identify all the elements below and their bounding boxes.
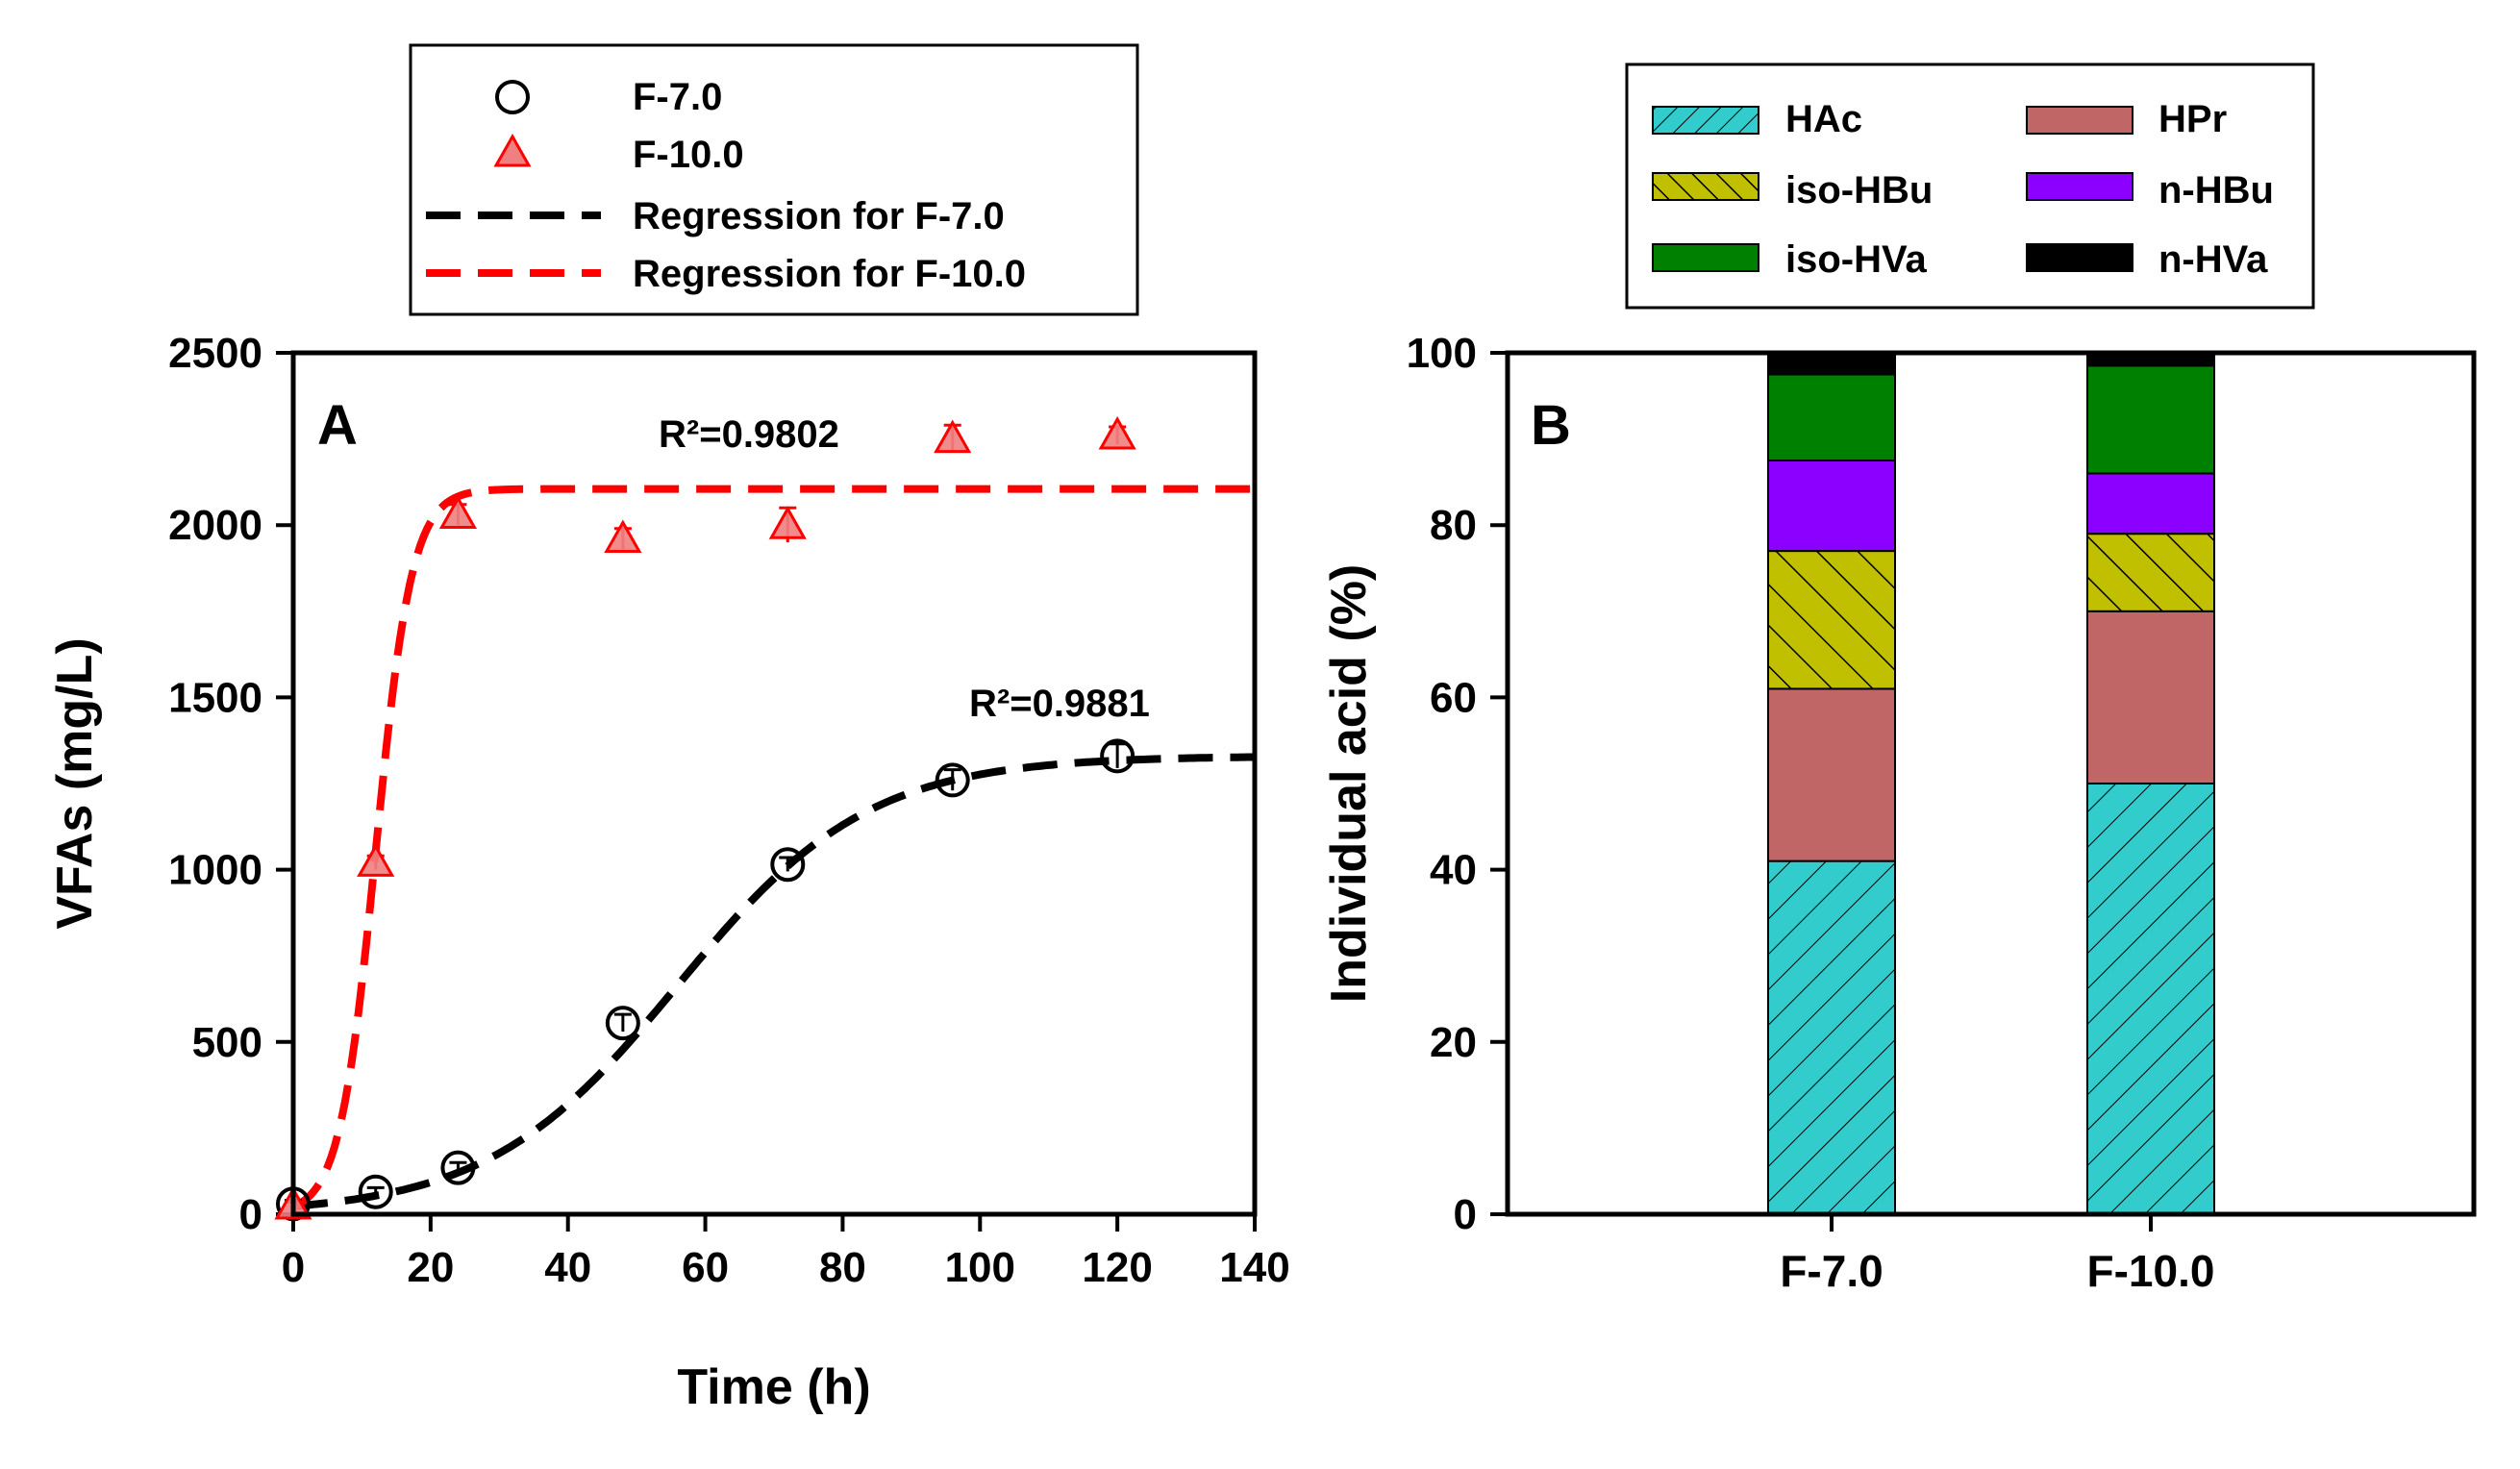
legend-triangle-marker-icon xyxy=(493,133,532,167)
panel-a-y-axis-label: VFAs (mg/L) xyxy=(47,637,103,929)
y-tick-label: 2500 xyxy=(168,330,262,377)
legend-swatch-hpr xyxy=(2026,106,2133,135)
bar-segment-hpr xyxy=(1767,687,1896,862)
regression-f7-r2: R²=0.9881 xyxy=(969,683,1150,725)
y-tick-label: 1000 xyxy=(168,847,262,894)
bar-segment-iso-hbu xyxy=(2086,533,2215,612)
panel-b: 0 20 40 60 80 100 F-7.0 F-10.0 B Individual aci… xyxy=(1321,62,2477,1296)
x-tick-label: 140 xyxy=(1219,1244,1289,1291)
y-tick-label: 2000 xyxy=(168,502,262,549)
legend-circle-marker-icon xyxy=(495,80,530,114)
y-tick-label: 20 xyxy=(1430,1019,1477,1066)
x-category-label: F-7.0 xyxy=(1780,1246,1883,1296)
panel-a: 0 20 40 60 80 100 120 140 0 500 1000 1500 2000 2500 A… xyxy=(47,43,1290,1415)
y-tick-label: 40 xyxy=(1430,847,1477,894)
panel-a-label: A xyxy=(317,394,358,457)
bar-segment-hpr xyxy=(2086,610,2215,784)
legend-label-f7: F-7.0 xyxy=(633,76,722,118)
x-tick-label: 60 xyxy=(682,1244,729,1291)
y-tick-label: 500 xyxy=(192,1019,262,1066)
panel-b-plot-frame xyxy=(1505,350,2477,1217)
legend-label-iso-hbu: iso-HBu xyxy=(1785,169,1933,212)
legend-swatch-iso-hva xyxy=(1652,243,1759,272)
regression-line-f10 xyxy=(291,485,1255,1210)
data-point-f7 xyxy=(1100,738,1135,774)
panel-b-legend: HAc HPr iso-HBu n-HBu iso-HVa n-HVa xyxy=(1625,62,2315,310)
panel-b-label: B xyxy=(1531,394,1571,457)
y-tick-label: 80 xyxy=(1430,502,1477,549)
data-point-f10 xyxy=(438,495,478,529)
bar-segment-n-hbu xyxy=(1767,460,1896,553)
bar-segment-n-hva xyxy=(1767,352,1896,376)
x-tick-label: 80 xyxy=(819,1244,866,1291)
panel-a-x-axis-label: Time (h) xyxy=(677,1359,870,1415)
panel-a-data-points xyxy=(274,415,1136,1222)
legend-swatch-n-hva xyxy=(2026,243,2133,272)
data-point-f10 xyxy=(768,506,807,539)
panel-a-ticks: 0 20 40 60 80 100 120 140 0 500 1000 1500 2000 2500 xyxy=(168,330,1290,1291)
panel-b-y-axis-label: Individual acid (%) xyxy=(1321,564,1377,1004)
x-tick-label: 20 xyxy=(407,1244,454,1291)
y-tick-label: 60 xyxy=(1430,674,1477,721)
legend-swatch-n-hbu xyxy=(2026,172,2133,201)
panel-a-plot-frame xyxy=(290,350,1258,1217)
x-category-label: F-10.0 xyxy=(2087,1246,2215,1296)
legend-label-n-hbu: n-HBu xyxy=(2158,169,2274,212)
legend-label-hpr: HPr xyxy=(2158,98,2227,140)
data-point-f10 xyxy=(934,419,972,454)
legend-label-n-hva: n-HVa xyxy=(2158,238,2268,281)
y-tick-label: 0 xyxy=(1454,1191,1477,1238)
panel-a-regression-lines xyxy=(291,485,1255,1210)
x-tick-label: 0 xyxy=(282,1244,305,1291)
data-point-f10 xyxy=(604,519,642,554)
legend-label-f10: F-10.0 xyxy=(633,134,744,176)
data-point-f7 xyxy=(440,1150,476,1185)
x-tick-label: 120 xyxy=(1082,1244,1152,1291)
legend-label-reg-f7: Regression for F-7.0 xyxy=(633,195,1005,237)
legend-swatch-hac xyxy=(1652,106,1759,135)
data-point-f7 xyxy=(605,1006,640,1041)
bar-segment-n-hbu xyxy=(2086,472,2215,535)
data-point-f7 xyxy=(770,847,806,883)
data-point-f7 xyxy=(358,1174,393,1209)
x-tick-label: 40 xyxy=(544,1244,591,1291)
data-point-f10 xyxy=(357,843,395,877)
data-point-f7 xyxy=(935,762,970,798)
bar-segment-hac xyxy=(2086,783,2215,1215)
x-tick-label: 100 xyxy=(945,1244,1015,1291)
y-tick-label: 100 xyxy=(1407,330,1477,377)
bar-segment-iso-hva xyxy=(1767,373,1896,461)
panel-b-stacked-bars xyxy=(1767,352,2215,1215)
legend-label-hac: HAc xyxy=(1785,98,1862,140)
y-tick-label: 1500 xyxy=(168,674,262,721)
legend-label-iso-hva: iso-HVa xyxy=(1785,238,1927,281)
legend-label-reg-f10: Regression for F-10.0 xyxy=(633,253,1026,295)
y-tick-label: 0 xyxy=(239,1191,262,1238)
legend-swatch-iso-hbu xyxy=(1652,172,1759,201)
panel-b-ticks: 0 20 40 60 80 100 F-7.0 F-10.0 xyxy=(1407,330,2215,1296)
panel-a-legend: F-7.0 F-10.0 Regression for F-7.0 Regres… xyxy=(409,43,1139,316)
data-point-f10 xyxy=(1098,415,1136,450)
bar-segment-hac xyxy=(1767,859,1896,1215)
regression-f10-r2: R²=0.9802 xyxy=(659,413,839,456)
bar-segment-iso-hbu xyxy=(1767,550,1896,690)
bar-segment-iso-hva xyxy=(2086,364,2215,475)
regression-line-f7 xyxy=(292,753,1255,1210)
